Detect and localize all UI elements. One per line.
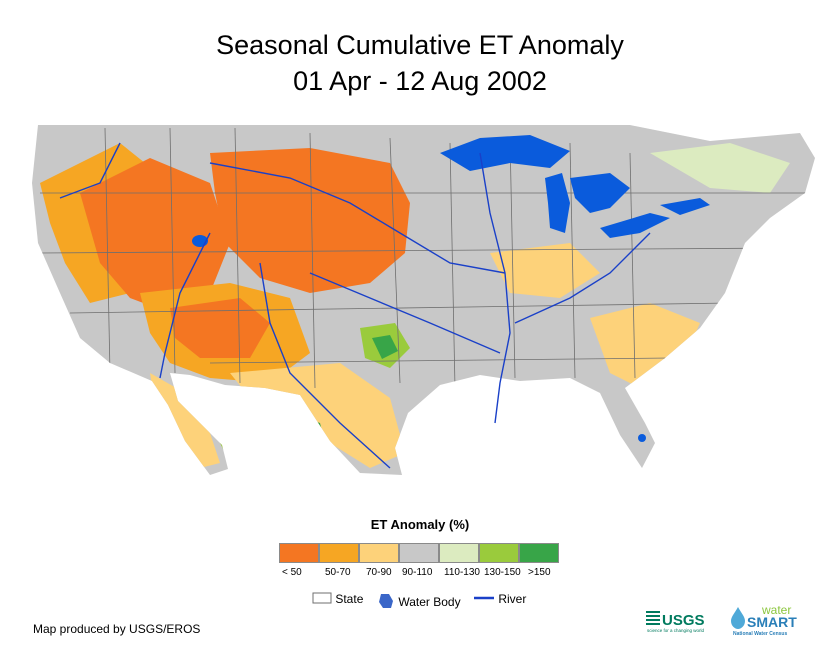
lake-superior — [440, 135, 570, 171]
map-title-line2: 01 Apr - 12 Aug 2002 — [293, 66, 547, 96]
great-lakes — [192, 135, 710, 442]
anomaly-southwest-core — [170, 298, 270, 358]
anomaly-intermountain — [80, 158, 230, 313]
columbia-river — [59, 142, 121, 199]
lake-okeechobee — [638, 434, 646, 442]
legend-swatch-50-70 — [319, 543, 359, 563]
anomaly-oklahoma-dark — [372, 335, 398, 359]
legend-title: ET Anomaly (%) — [370, 517, 470, 532]
legend-swatch-lt50 — [279, 543, 319, 563]
lake-erie — [600, 213, 670, 238]
legend-swatch-70-90 — [359, 543, 399, 563]
arkansas-river — [309, 272, 501, 354]
legend-label-70-90: 70-90 — [366, 567, 392, 578]
anomaly-northeast-green — [650, 143, 790, 193]
lake-huron — [570, 173, 630, 213]
et-anomaly-map — [10, 123, 840, 480]
watersmart-main-text: SMART — [747, 614, 797, 630]
legend-label-90-110: 90-110 — [402, 567, 433, 578]
usgs-logo-tagline: science for a changing world — [647, 628, 705, 633]
usgs-logo-text: USGS — [662, 612, 705, 629]
legend-label-50-70: 50-70 — [325, 567, 351, 578]
legend-label-lt50: < 50 — [282, 567, 302, 578]
lake-michigan — [545, 173, 570, 233]
missouri-river — [209, 162, 506, 274]
watersmart-top-text: water — [761, 603, 791, 617]
rio-grande — [259, 262, 391, 469]
usgs-logo-mark: USGS science for a changing world — [646, 611, 705, 633]
usgs-logo: USGS science for a changing world — [646, 608, 726, 639]
watersmart-logo-mark: water SMART National Water Census — [731, 603, 797, 637]
legend-color-scale — [279, 543, 559, 563]
watersmart-logo: water SMART National Water Census — [728, 603, 812, 642]
legend-swatch-90-110 — [399, 543, 439, 563]
legend-water-item: Water Body — [377, 592, 461, 610]
legend-river-label: River — [498, 592, 527, 606]
legend-swatch-gt150 — [519, 543, 559, 563]
rivers — [59, 142, 651, 469]
legend-swatch-130-150 — [479, 543, 519, 563]
map-title-line1: Seasonal Cumulative ET Anomaly — [216, 30, 624, 60]
anomaly-baja — [150, 373, 220, 468]
state-symbol-icon — [312, 592, 332, 604]
legend-state-label: State — [335, 592, 364, 606]
legend-state-item: State — [312, 592, 363, 606]
legend-label-130-150: 130-150 — [484, 567, 521, 578]
water-drop-icon — [731, 607, 745, 629]
ohio-river — [514, 232, 651, 324]
anomaly-northern-plains — [210, 148, 410, 293]
legend-label-gt150: >150 — [528, 567, 551, 578]
legend-river-item: River — [473, 592, 526, 606]
river-symbol-icon — [474, 596, 494, 600]
legend-water-label: Water Body — [398, 595, 461, 609]
mississippi-river — [479, 152, 511, 424]
legend-label-110-130: 110-130 — [444, 567, 480, 578]
watersmart-sub-text: National Water Census — [733, 631, 787, 637]
map-credit: Map produced by USGS/EROS — [33, 622, 201, 636]
legend-swatch-110-130 — [439, 543, 479, 563]
state-boundaries — [39, 127, 810, 389]
lake-ontario — [660, 198, 710, 215]
colorado-river — [159, 232, 211, 379]
water-body-icon — [379, 594, 393, 608]
